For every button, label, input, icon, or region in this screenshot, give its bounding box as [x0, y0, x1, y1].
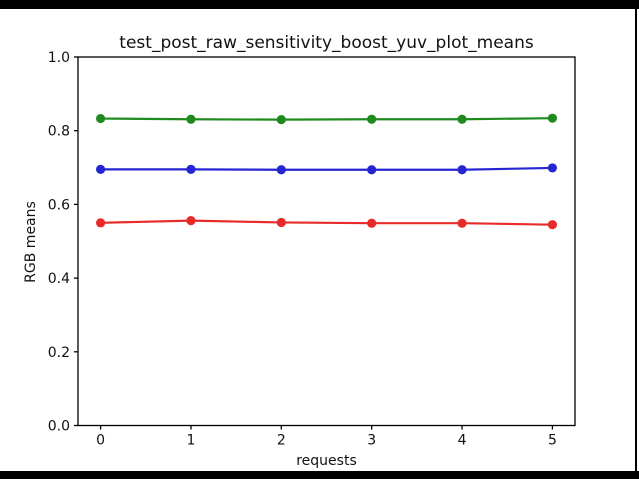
red-channel-mean-marker [95, 218, 106, 228]
green-channel-mean-marker [276, 115, 286, 125]
x-tick-label: 4 [458, 433, 467, 449]
letterbox-top-bar [0, 0, 639, 9]
blue-channel-mean-marker [367, 165, 377, 175]
green-channel-mean-marker [95, 113, 106, 124]
green-channel-mean-line [99, 117, 554, 121]
red-channel-mean-marker [186, 216, 196, 226]
blue-channel-mean-marker [276, 165, 286, 175]
blue-channel-mean-line [99, 166, 554, 171]
green-channel-mean-marker [367, 114, 377, 124]
x-tick-label: 1 [186, 433, 195, 449]
y-tick-label: 1.0 [48, 50, 70, 66]
y-tick-label: 0.0 [48, 419, 70, 435]
green-channel-mean-marker [457, 114, 467, 124]
red-channel-mean-marker [457, 218, 467, 228]
blue-channel-mean-marker [95, 164, 106, 174]
blue-channel-mean-marker [547, 163, 558, 173]
x-axis-label: requests [296, 453, 357, 469]
chart-title: test_post_raw_sensitivity_boost_yuv_plot… [119, 33, 534, 53]
y-tick-label: 0.2 [48, 345, 70, 361]
x-tick-label: 2 [277, 433, 286, 449]
axes-frame [77, 56, 576, 427]
y-tick-label: 0.8 [48, 124, 70, 140]
blue-channel-mean-marker [186, 164, 196, 174]
y-tick-label: 0.4 [48, 271, 70, 287]
red-channel-mean-marker [367, 218, 377, 228]
blue-channel-mean-marker [457, 165, 467, 175]
y-tick-label: 0.6 [48, 197, 70, 213]
letterbox-bottom-bar [0, 471, 639, 479]
red-channel-mean-marker [547, 220, 558, 230]
red-channel-mean-marker [276, 217, 286, 228]
x-tick-label: 5 [548, 433, 557, 449]
x-tick-label: 3 [367, 433, 376, 449]
green-channel-mean-marker [186, 114, 196, 124]
green-channel-mean-marker [547, 113, 558, 123]
letterbox-right-edge [635, 0, 637, 479]
red-channel-mean-line [99, 219, 554, 226]
x-tick-label: 0 [96, 433, 105, 449]
